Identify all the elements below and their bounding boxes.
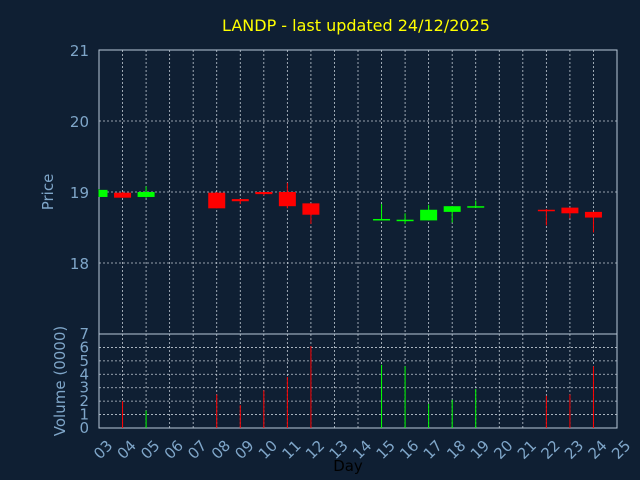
x-tick-label: 04 bbox=[114, 437, 140, 463]
candle-body bbox=[373, 218, 391, 221]
x-tick-label: 20 bbox=[490, 437, 516, 463]
price-tick-label: 19 bbox=[70, 184, 89, 202]
x-tick-label: 23 bbox=[561, 437, 587, 463]
price-tick-label: 20 bbox=[70, 113, 89, 131]
candle-body bbox=[443, 206, 461, 212]
price-tick-label: 18 bbox=[70, 255, 89, 273]
x-tick-label: 05 bbox=[137, 437, 163, 463]
x-tick-label: 21 bbox=[514, 437, 540, 463]
price-panel: 18 19 20 21 bbox=[70, 42, 618, 335]
volume-tick-label: 4 bbox=[79, 365, 89, 383]
candle-body bbox=[420, 209, 438, 221]
candle-body bbox=[467, 206, 485, 208]
x-tick-label: 03 bbox=[90, 437, 116, 463]
candle-body bbox=[137, 192, 155, 197]
candle-body bbox=[99, 189, 108, 197]
volume-tick-label: 1 bbox=[79, 406, 89, 424]
chart-title: LANDP - last updated 24/12/2025 bbox=[222, 16, 490, 35]
price-axis-label: Price bbox=[39, 174, 57, 211]
x-tick-label: 22 bbox=[537, 437, 563, 463]
candle-body bbox=[231, 199, 249, 202]
price-tick-label: 21 bbox=[70, 42, 89, 60]
candle-body bbox=[396, 219, 414, 222]
candle-body bbox=[114, 192, 132, 198]
x-axis-label: Day bbox=[333, 457, 363, 475]
x-tick-label: 18 bbox=[443, 437, 469, 463]
x-tick-label: 08 bbox=[208, 437, 234, 463]
candle-body bbox=[208, 192, 226, 209]
candle-body bbox=[302, 203, 320, 215]
volume-axis-label: Volume (0000) bbox=[51, 326, 69, 436]
volume-tick-label: 6 bbox=[79, 338, 89, 356]
x-tick-label: 19 bbox=[467, 437, 493, 463]
x-tick-label: 17 bbox=[420, 437, 446, 463]
x-tick-label: 25 bbox=[608, 437, 634, 463]
volume-tick-label: 5 bbox=[79, 352, 89, 370]
x-tick-label: 09 bbox=[231, 437, 257, 463]
candle-body bbox=[561, 207, 579, 214]
volume-tick-label: 3 bbox=[79, 379, 89, 397]
candle-body bbox=[584, 211, 602, 218]
x-tick-label: 16 bbox=[396, 437, 422, 463]
x-tick-label: 12 bbox=[302, 437, 328, 463]
x-tick-label: 11 bbox=[278, 437, 304, 463]
x-tick-label: 15 bbox=[373, 437, 399, 463]
x-tick-label: 06 bbox=[161, 437, 187, 463]
candle-body bbox=[255, 192, 273, 195]
x-tick-label: 24 bbox=[585, 437, 611, 463]
volume-tick-label: 2 bbox=[79, 392, 89, 410]
volume-frame bbox=[98, 333, 618, 429]
volume-tick-label: 7 bbox=[79, 325, 89, 343]
x-tick-label: 07 bbox=[184, 437, 210, 463]
x-tick-label: 10 bbox=[255, 437, 281, 463]
volume-tick-label: 0 bbox=[79, 419, 89, 437]
candle-body bbox=[537, 209, 555, 212]
candle-body bbox=[278, 192, 296, 207]
